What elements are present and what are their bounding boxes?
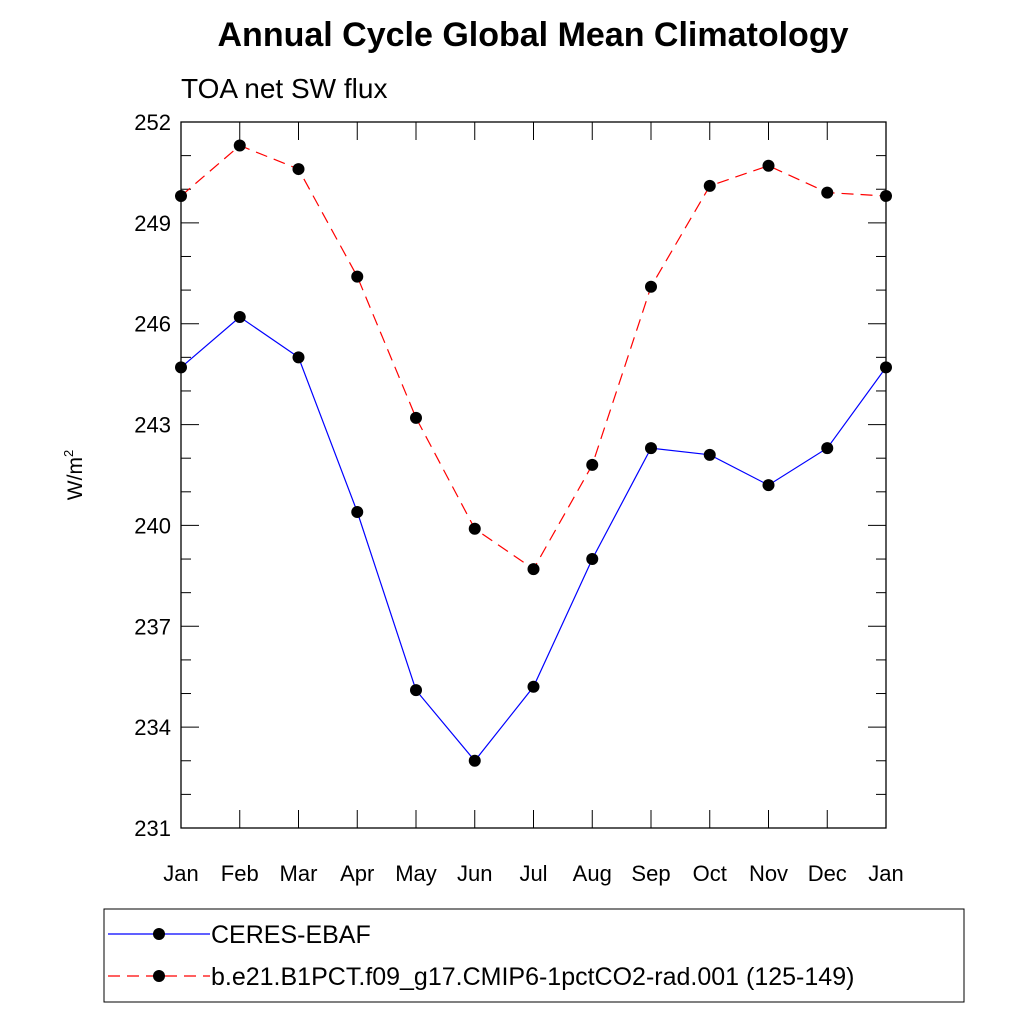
x-tick-label: Jan <box>868 861 903 886</box>
y-axis-label-superscript: 2 <box>61 450 76 457</box>
data-point-series-1 <box>586 553 599 566</box>
x-tick-label: Sep <box>631 861 670 886</box>
x-tick-label: Mar <box>280 861 318 886</box>
data-point-series-2 <box>292 163 305 176</box>
svg-text:W/m2: W/m2 <box>61 450 87 500</box>
series-line-1 <box>180 316 887 762</box>
data-point-series-2 <box>762 159 775 172</box>
x-tick-label: Jul <box>519 861 547 886</box>
y-tick-label: 237 <box>134 614 171 639</box>
plot-axes: 231 234 237 240 243 246 249 252 Jan Feb Mar Apr May J… <box>134 110 903 886</box>
y-tick-label: 243 <box>134 413 171 438</box>
data-point-series-2 <box>645 280 657 293</box>
data-point-series-2 <box>468 522 481 535</box>
chart-subtitle: TOA net SW flux <box>181 73 387 104</box>
series-lines <box>180 144 887 762</box>
data-point-series-1 <box>468 754 481 767</box>
data-point-series-1 <box>821 442 834 455</box>
x-tick-label: Dec <box>808 861 847 886</box>
data-point-series-1 <box>880 361 892 374</box>
data-point-series-1 <box>645 442 657 455</box>
legend-label-1: CERES-EBAF <box>211 921 371 949</box>
y-tick-label: 231 <box>134 816 171 841</box>
legend-label-2: b.e21.B1PCT.f09_g17.CMIP6-1pctCO2-rad.00… <box>211 963 854 991</box>
legend: CERES-EBAF b.e21.B1PCT.f09_g17.CMIP6-1pct… <box>103 908 965 1003</box>
data-point-series-2 <box>410 411 422 424</box>
data-point-series-1 <box>233 310 246 323</box>
data-point-series-1 <box>410 684 422 697</box>
y-tick-label: 252 <box>134 110 171 135</box>
x-tick-label: Apr <box>340 861 374 886</box>
data-point-series-1 <box>703 448 716 461</box>
series-markers <box>175 139 892 767</box>
data-point-series-1 <box>175 361 187 374</box>
data-point-series-1 <box>762 479 775 492</box>
y-tick-label: 249 <box>134 211 171 236</box>
y-tick-label: 240 <box>134 513 171 538</box>
x-tick-label: May <box>395 861 437 886</box>
data-point-series-2 <box>821 186 834 199</box>
x-tick-label: Oct <box>693 861 727 886</box>
data-point-series-1 <box>292 351 305 364</box>
x-tick-label: Jun <box>457 861 492 886</box>
x-tick-label: Aug <box>573 861 612 886</box>
data-point-series-2 <box>527 563 540 576</box>
legend-marker-1 <box>153 928 165 940</box>
x-tick-label: Jan <box>163 861 198 886</box>
data-point-series-2 <box>233 139 246 152</box>
plot-frame <box>180 121 887 829</box>
x-tick-label: Feb <box>221 861 259 886</box>
data-point-series-2 <box>880 189 892 202</box>
y-tick-label: 246 <box>134 312 171 337</box>
y-axis-label-text: W/m <box>64 457 87 500</box>
data-point-series-1 <box>527 680 540 693</box>
data-point-series-2 <box>703 179 716 192</box>
data-point-series-2 <box>586 458 599 471</box>
x-tick-label: Nov <box>749 861 788 886</box>
y-axis-label: W/m2 <box>61 450 87 500</box>
legend-marker-2 <box>153 970 165 982</box>
chart-title: Annual Cycle Global Mean Climatology <box>218 16 849 54</box>
y-tick-label: 234 <box>134 715 171 740</box>
data-point-series-2 <box>351 270 364 283</box>
legend-box <box>103 908 965 1003</box>
data-point-series-1 <box>351 505 364 518</box>
series-line-2 <box>180 144 887 570</box>
data-point-series-2 <box>175 189 187 202</box>
